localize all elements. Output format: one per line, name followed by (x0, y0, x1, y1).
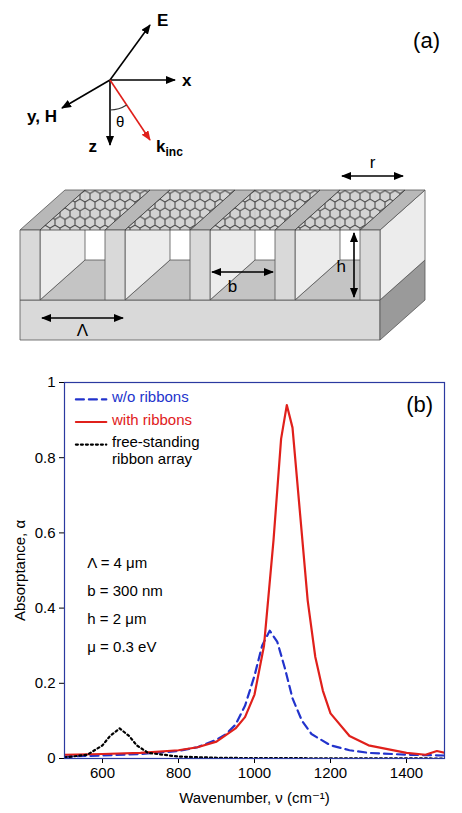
svg-text:b: b (228, 277, 237, 296)
svg-text:with ribbons: with ribbons (111, 411, 192, 428)
svg-text:x: x (182, 71, 192, 90)
svg-text:Λ: Λ (77, 321, 89, 340)
svg-text:r: r (370, 153, 376, 172)
svg-text:0.4: 0.4 (35, 599, 56, 616)
svg-text:h: h (337, 257, 346, 276)
svg-text:1200: 1200 (314, 764, 347, 781)
svg-text:free-standingribbon array: free-standingribbon array (112, 433, 200, 467)
svg-text:h = 2 μm: h = 2 μm (87, 610, 146, 627)
svg-text:(b): (b) (406, 392, 433, 417)
svg-text:(a): (a) (413, 28, 440, 53)
svg-text:0.2: 0.2 (35, 674, 56, 691)
svg-text:1000: 1000 (238, 764, 271, 781)
svg-text:y, H: y, H (27, 107, 57, 126)
svg-text:800: 800 (166, 764, 191, 781)
svg-text:0: 0 (47, 749, 55, 766)
svg-text:0.6: 0.6 (35, 524, 56, 541)
svg-text:z: z (89, 137, 98, 156)
svg-text:Λ = 4 μm: Λ = 4 μm (87, 554, 147, 571)
svg-text:kinc: kinc (156, 137, 183, 159)
svg-text:0.8: 0.8 (35, 449, 56, 466)
svg-text:Absorptance, α: Absorptance, α (11, 520, 28, 622)
svg-text:μ = 0.3 eV: μ = 0.3 eV (87, 638, 156, 655)
svg-text:1400: 1400 (390, 764, 423, 781)
svg-text:600: 600 (90, 764, 115, 781)
svg-text:b = 300 nm: b = 300 nm (87, 582, 162, 599)
svg-text:θ: θ (116, 113, 124, 130)
svg-text:Wavenumber, ν (cm⁻¹): Wavenumber, ν (cm⁻¹) (179, 789, 330, 806)
svg-text:w/o ribbons: w/o ribbons (111, 388, 189, 405)
svg-text:1: 1 (47, 373, 55, 390)
svg-text:E: E (157, 11, 168, 30)
